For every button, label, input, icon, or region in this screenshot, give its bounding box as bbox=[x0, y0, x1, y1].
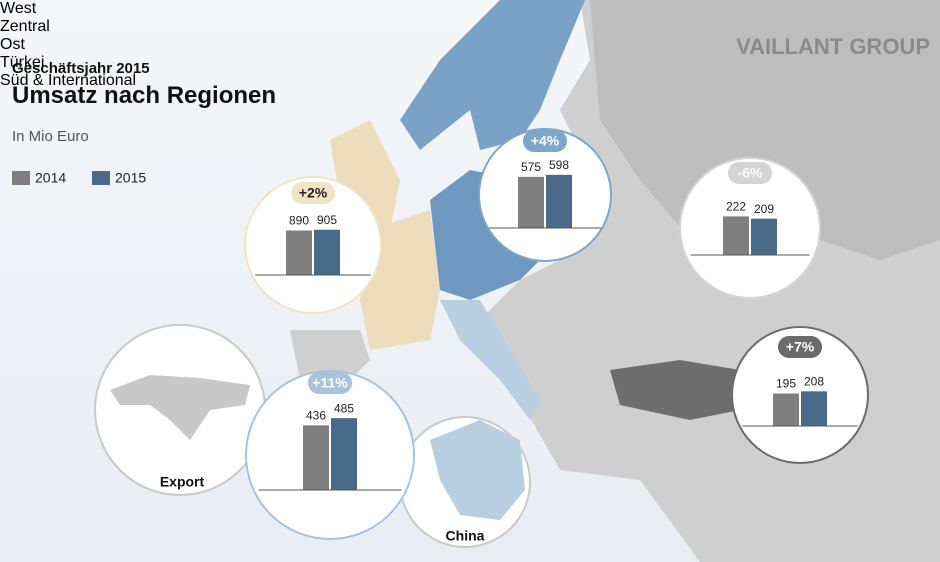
value-label: 575 bbox=[521, 160, 541, 174]
change-pill bbox=[778, 336, 822, 358]
change-pill bbox=[308, 372, 352, 394]
subtitle: Geschäftsjahr 2015 bbox=[12, 60, 150, 77]
region-name: Zentral bbox=[0, 18, 50, 35]
bar bbox=[546, 174, 572, 228]
legend-swatch bbox=[92, 171, 110, 185]
region-name: Süd & International bbox=[0, 72, 137, 89]
bar bbox=[723, 216, 749, 255]
brand: VAILLANT GROUP bbox=[736, 34, 930, 59]
region-circle bbox=[244, 176, 382, 314]
world-map bbox=[110, 375, 250, 440]
map-shape bbox=[400, 0, 585, 150]
change-label: +11% bbox=[312, 375, 348, 391]
change-pill bbox=[523, 130, 567, 152]
title: Umsatz nach Regionen bbox=[12, 82, 277, 109]
bar bbox=[751, 218, 777, 255]
region-circle bbox=[679, 157, 821, 299]
legend-label: 2015 bbox=[115, 170, 146, 186]
change-label: +7% bbox=[786, 339, 815, 355]
bar bbox=[286, 230, 312, 275]
value-label: 222 bbox=[726, 200, 746, 214]
map-shape bbox=[590, 0, 940, 280]
export-label: Export bbox=[160, 474, 205, 490]
bar bbox=[801, 391, 827, 426]
legend-label: 2014 bbox=[35, 170, 66, 186]
region-circle bbox=[245, 370, 415, 540]
value-label: 195 bbox=[776, 377, 796, 391]
bar bbox=[773, 393, 799, 426]
region-name: Türkei bbox=[0, 54, 45, 71]
change-label: +2% bbox=[299, 185, 328, 201]
region-name: West bbox=[0, 0, 37, 17]
legend-swatch bbox=[12, 171, 30, 185]
change-pill bbox=[728, 162, 772, 184]
unit: In Mio Euro bbox=[12, 128, 89, 145]
value-label: 209 bbox=[754, 202, 774, 216]
bar bbox=[331, 418, 357, 490]
value-label: 485 bbox=[334, 401, 354, 415]
value-label: 208 bbox=[804, 375, 824, 389]
value-label: 890 bbox=[289, 214, 309, 228]
region-circle bbox=[731, 326, 869, 464]
value-label: 436 bbox=[306, 409, 326, 423]
change-label: +4% bbox=[531, 133, 560, 149]
map-shape bbox=[610, 360, 740, 420]
china-label: China bbox=[446, 528, 485, 544]
region-name: Ost bbox=[0, 36, 25, 53]
value-label: 905 bbox=[317, 213, 337, 227]
change-pill bbox=[291, 182, 335, 204]
change-label: -6% bbox=[738, 165, 763, 181]
bar bbox=[518, 176, 544, 228]
china-map bbox=[430, 420, 525, 520]
map-shape bbox=[440, 300, 540, 420]
value-label: 598 bbox=[549, 158, 569, 172]
bar bbox=[303, 425, 329, 490]
bar bbox=[314, 229, 340, 275]
